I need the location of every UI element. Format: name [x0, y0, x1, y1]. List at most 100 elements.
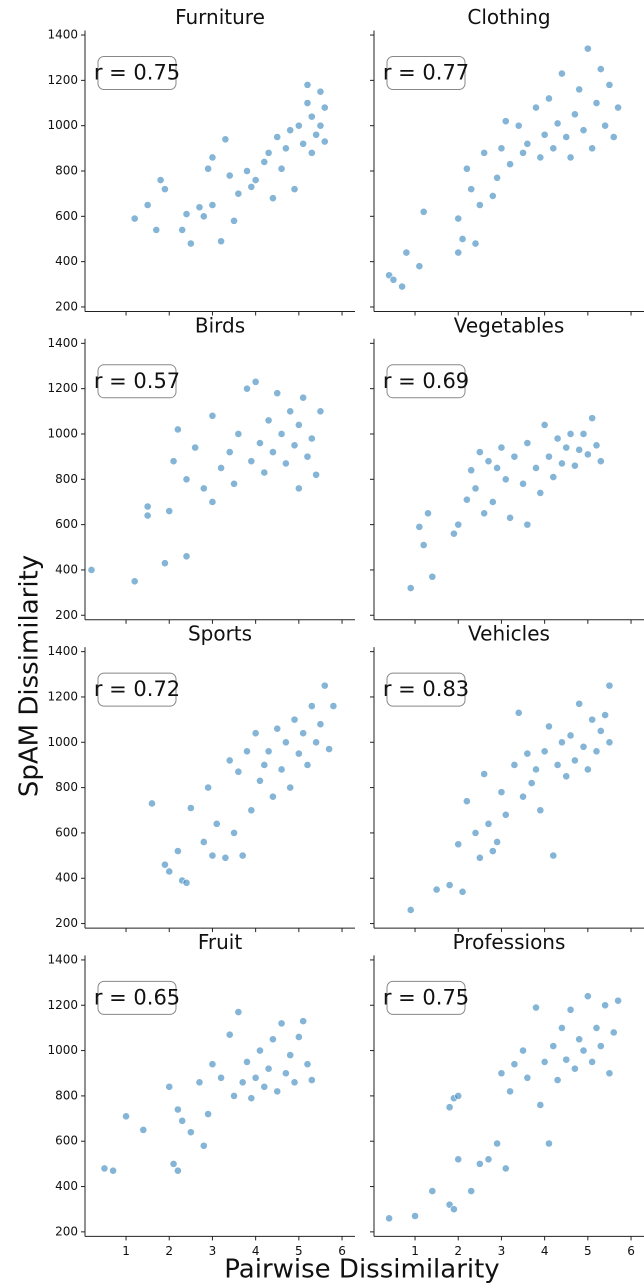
y-tick-label: 1400 — [47, 336, 78, 350]
point — [545, 94, 553, 103]
point — [204, 1110, 213, 1118]
point — [273, 389, 282, 398]
point — [458, 235, 467, 243]
point — [243, 747, 251, 756]
point — [583, 765, 592, 774]
annotation-box — [97, 56, 177, 90]
point — [462, 164, 471, 173]
point — [148, 799, 156, 808]
point — [445, 881, 454, 889]
point — [169, 457, 178, 466]
y-tick-label: 1000 — [47, 1043, 78, 1057]
point — [389, 275, 398, 284]
panel-title: Birds — [195, 313, 245, 337]
point — [234, 1008, 243, 1016]
point — [480, 509, 489, 518]
point — [294, 421, 303, 429]
point — [256, 1046, 264, 1055]
point — [208, 851, 217, 860]
point — [484, 1155, 493, 1164]
point — [307, 1076, 316, 1084]
point — [614, 996, 622, 1005]
point — [406, 906, 415, 914]
point — [294, 484, 303, 493]
point — [596, 65, 605, 73]
point — [247, 806, 256, 815]
point — [532, 103, 540, 112]
y-tick-label: 200 — [55, 608, 78, 622]
point — [143, 511, 152, 520]
point — [605, 738, 614, 747]
point — [558, 1024, 566, 1032]
point — [454, 248, 463, 257]
point — [601, 121, 610, 130]
y-tick-label: 1200 — [47, 998, 78, 1012]
point — [195, 1078, 204, 1087]
point — [299, 1017, 308, 1026]
point — [575, 445, 584, 454]
point — [540, 1058, 549, 1066]
point — [199, 838, 208, 846]
x-tick-label: 1 — [411, 1244, 419, 1258]
point — [523, 139, 532, 148]
point — [161, 860, 169, 869]
point — [501, 1164, 510, 1173]
point — [566, 153, 575, 162]
point — [312, 130, 321, 139]
panel-title: Fruit — [198, 930, 243, 954]
point — [588, 1058, 597, 1066]
y-tick-label: 1400 — [47, 952, 78, 966]
point — [208, 1060, 217, 1069]
point — [247, 1094, 256, 1103]
point — [173, 1166, 182, 1175]
point — [199, 484, 208, 493]
point — [273, 1087, 282, 1096]
point — [109, 1166, 117, 1175]
point — [445, 1103, 454, 1112]
point — [264, 747, 273, 756]
point — [217, 1073, 225, 1082]
point — [286, 407, 295, 416]
point — [406, 584, 415, 592]
panel-title: Furniture — [175, 5, 265, 29]
point — [238, 851, 247, 860]
point — [579, 742, 588, 751]
point — [234, 430, 243, 438]
point — [269, 792, 277, 801]
point — [290, 1078, 299, 1087]
point — [506, 513, 514, 522]
y-tick-label: 1000 — [47, 426, 78, 440]
point — [191, 443, 200, 452]
point — [303, 1060, 312, 1069]
point — [493, 1139, 502, 1148]
point — [264, 148, 273, 157]
point — [230, 479, 238, 488]
annotation: r = 0.69 — [383, 369, 469, 393]
point — [588, 715, 597, 724]
point — [558, 69, 566, 78]
point — [212, 819, 221, 828]
point — [501, 810, 510, 819]
point — [462, 495, 471, 504]
point — [277, 765, 286, 774]
point — [303, 80, 312, 89]
point — [217, 464, 225, 472]
point — [454, 1092, 463, 1100]
point — [290, 715, 299, 724]
point — [225, 1030, 234, 1039]
point — [488, 498, 497, 506]
point — [256, 776, 264, 785]
x-tick-label: 1 — [122, 1244, 130, 1258]
point — [247, 182, 256, 191]
point — [169, 1159, 178, 1168]
point — [480, 148, 489, 157]
point — [592, 1024, 601, 1032]
point — [294, 749, 303, 758]
point — [475, 448, 484, 457]
point — [199, 1141, 208, 1150]
point — [165, 867, 174, 876]
y-tick-label: 800 — [55, 780, 78, 794]
point — [307, 148, 316, 157]
y-tick-label: 600 — [55, 517, 78, 531]
